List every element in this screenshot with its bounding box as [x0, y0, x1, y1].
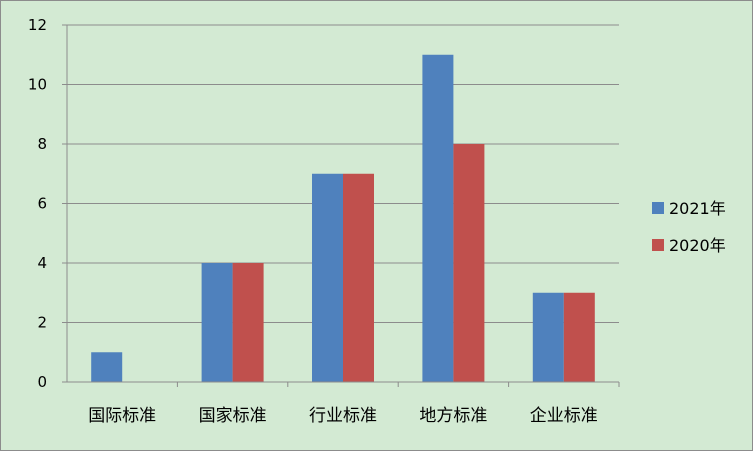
y-tick-label: 2 [37, 314, 47, 332]
x-axis-category-labels: 国际标准 国家标准 行业标准 地方标准 企业标准 [88, 406, 598, 426]
bar-2-2 [232, 263, 264, 382]
axes [62, 24, 620, 387]
y-tick-label: 10 [28, 76, 47, 94]
bars [91, 54, 595, 382]
x-category-label: 行业标准 [309, 406, 377, 426]
y-tick-label: 6 [37, 195, 47, 213]
bar-1-1 [91, 352, 123, 382]
bar-1-2 [201, 263, 233, 382]
legend-label-1: 2021年 [669, 199, 726, 218]
bar-2-4 [453, 144, 485, 382]
bar-1-4 [422, 54, 454, 382]
bar-2-5 [563, 292, 595, 382]
legend-label-2: 2020年 [669, 236, 726, 255]
bar-2-3 [343, 173, 374, 382]
y-tick-label: 12 [28, 16, 47, 34]
x-category-label: 国际标准 [88, 406, 156, 426]
y-tick-label: 4 [37, 254, 47, 272]
legend: 2021年 2020年 [652, 199, 726, 255]
x-category-label: 国家标准 [199, 406, 267, 426]
x-category-label: 企业标准 [530, 406, 598, 426]
y-tick-label: 0 [37, 373, 47, 391]
y-tick-label: 8 [37, 135, 47, 153]
y-axis-tick-labels: 0 2 4 6 8 10 12 [28, 16, 47, 391]
x-category-label: 地方标准 [419, 406, 487, 426]
legend-swatch-2 [652, 239, 664, 251]
legend-swatch-1 [652, 202, 664, 214]
bar-1-5 [532, 292, 564, 382]
bar-1-3 [312, 173, 343, 382]
